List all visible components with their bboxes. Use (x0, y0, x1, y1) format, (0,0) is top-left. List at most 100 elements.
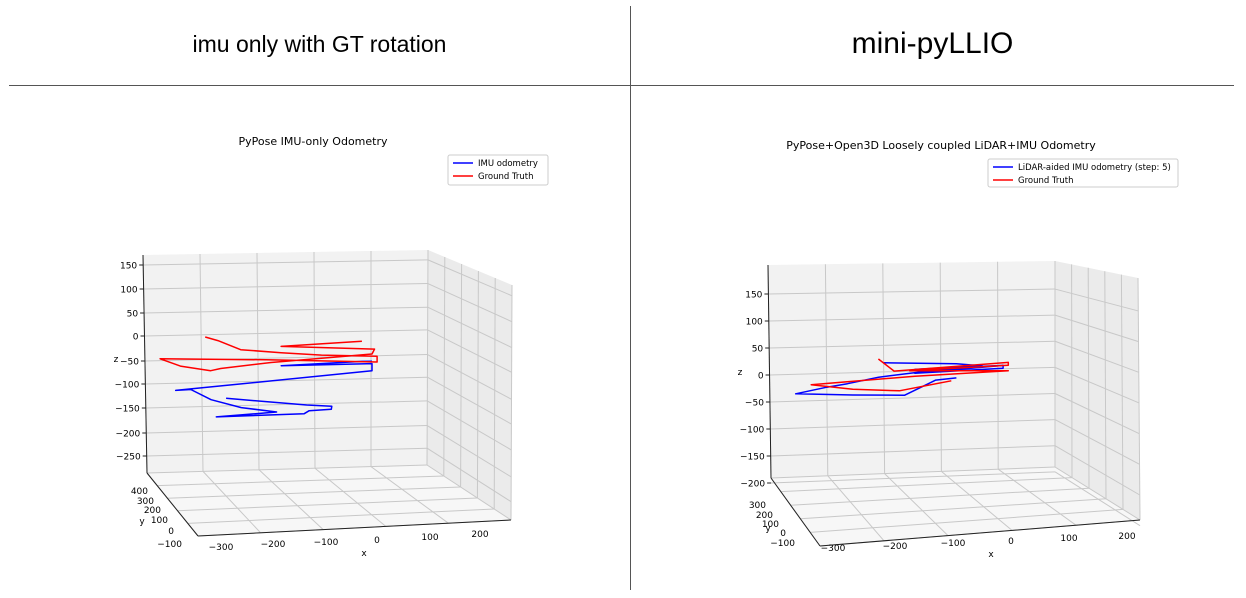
z-tick-label: 50 (127, 310, 139, 320)
grid-line (427, 283, 513, 323)
grid-line (997, 468, 1077, 526)
y-tick-label: 100 (151, 516, 168, 526)
grid-line (1104, 271, 1107, 499)
grid-line (780, 477, 1073, 493)
grid-line (177, 497, 478, 512)
y-tick-label: 300 (137, 497, 154, 507)
y-tick-label: 0 (168, 527, 174, 537)
grid-line (427, 400, 512, 451)
z-axis-line (767, 264, 772, 479)
grid-line (427, 306, 512, 348)
grid-line (941, 471, 1013, 531)
z-tick-label: 150 (745, 291, 762, 301)
y-axis-line (146, 472, 199, 537)
x-tick-label: −200 (261, 540, 286, 550)
x-axis-label: x (988, 550, 994, 560)
grid-line (768, 314, 1056, 322)
grid-line (1054, 471, 1141, 527)
grid-line (790, 487, 1090, 506)
grid-line (460, 263, 463, 488)
z-axis-label: z (738, 368, 743, 378)
grid-line (426, 464, 512, 521)
x-tick-label: −100 (314, 538, 339, 548)
legend-label: LiDAR-aided IMU odometry (step: 5) (1018, 163, 1171, 173)
legend-label: IMU odometry (478, 159, 538, 169)
grid-line (770, 419, 1056, 430)
grid-line (1054, 340, 1139, 373)
grid-line (1137, 277, 1141, 521)
grid-line (769, 392, 1056, 403)
grid-line (167, 486, 461, 499)
grid-line (1054, 419, 1140, 465)
grid-line (827, 475, 885, 542)
series-line (174, 360, 373, 418)
x-tick-label: 200 (471, 530, 488, 540)
x-tick-label: 100 (421, 533, 438, 543)
grid-line (144, 354, 428, 362)
grid-line (800, 498, 1107, 520)
series-line (159, 336, 378, 372)
grid-line (143, 259, 428, 266)
grid-line (145, 400, 428, 409)
grid-line (768, 288, 1056, 295)
z-tick-label: −200 (740, 480, 765, 490)
grid-line (146, 425, 428, 434)
grid-line (146, 447, 428, 457)
y-tick-label: 400 (131, 487, 148, 497)
grid-line (426, 425, 512, 478)
grid-line (810, 508, 1124, 533)
x-tick-label: −300 (821, 544, 846, 554)
x-tick-label: −100 (941, 539, 966, 549)
grid-line (770, 445, 1056, 457)
z-tick-label: 0 (133, 333, 139, 343)
grid-line (769, 340, 1056, 349)
z-tick-label: 50 (752, 345, 764, 355)
legend-label: Ground Truth (478, 172, 534, 182)
grid-line (493, 277, 496, 510)
grid-line (771, 471, 1056, 484)
z-tick-label: −50 (745, 399, 764, 409)
x-tick-label: 200 (1118, 532, 1135, 542)
grid-line (370, 466, 449, 524)
z-tick-label: −100 (115, 381, 140, 391)
grid-line (427, 376, 512, 425)
x-tick-label: −300 (209, 543, 234, 553)
right-panel-header: mini-pyLLIO (851, 27, 1014, 60)
grid-line (256, 252, 260, 470)
series-line (810, 358, 1010, 392)
floor-pane (771, 467, 1140, 546)
chart-title: PyPose IMU-only Odometry (238, 135, 388, 148)
x-axis-line (197, 519, 512, 537)
grid-line (426, 249, 429, 466)
grid-line (146, 464, 428, 474)
grid-line (1054, 314, 1139, 343)
z-tick-label: 0 (758, 372, 764, 382)
z-tick-label: −150 (115, 405, 140, 415)
legend-box (987, 158, 1179, 188)
grid-line (476, 270, 479, 499)
z-tick-label: 100 (746, 318, 763, 328)
y-tick-label: 100 (762, 520, 779, 530)
horizontal-divider (9, 85, 1234, 86)
grid-line (258, 469, 324, 530)
x-tick-label: 0 (374, 536, 380, 546)
grid-line (202, 471, 261, 534)
chart-title: PyPose+Open3D Loosely coupled LiDAR+IMU … (786, 139, 1096, 152)
x-axis-line (819, 519, 1141, 547)
grid-line (510, 284, 513, 521)
y-tick-label: 300 (749, 501, 766, 511)
grid-line (882, 263, 886, 474)
grid-line (1054, 445, 1141, 496)
grid-line (770, 466, 1056, 479)
y-tick-label: 0 (780, 529, 786, 539)
grid-line (1087, 267, 1090, 489)
z-tick-label: 100 (120, 286, 137, 296)
grid-line (1054, 288, 1139, 312)
grid-line (1120, 274, 1124, 510)
x-tick-label: −200 (883, 542, 908, 552)
y-axis-label: y (139, 517, 145, 527)
z-tick-label: −50 (120, 358, 139, 368)
grid-line (144, 306, 428, 314)
x-tick-label: 0 (1008, 537, 1014, 547)
grid-line (157, 475, 444, 487)
